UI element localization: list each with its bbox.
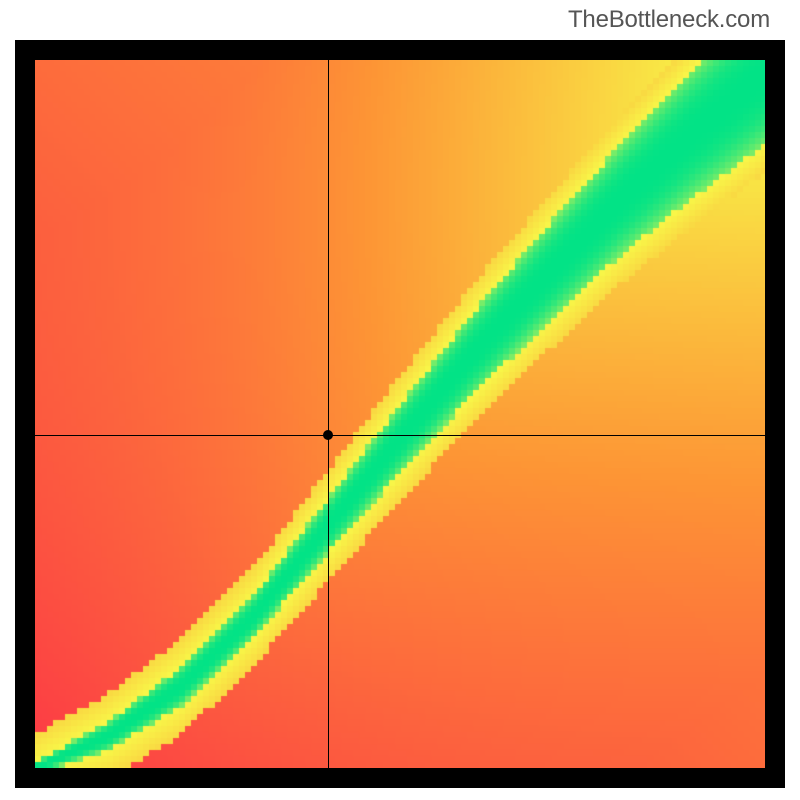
heatmap-canvas: [35, 60, 765, 768]
data-point-marker: [323, 430, 333, 440]
watermark-text: TheBottleneck.com: [568, 6, 770, 34]
crosshair-horizontal: [35, 435, 765, 436]
plot-area: [35, 60, 765, 768]
figure-container: TheBottleneck.com: [0, 0, 800, 800]
chart-frame: [15, 40, 785, 788]
crosshair-vertical: [328, 60, 329, 768]
